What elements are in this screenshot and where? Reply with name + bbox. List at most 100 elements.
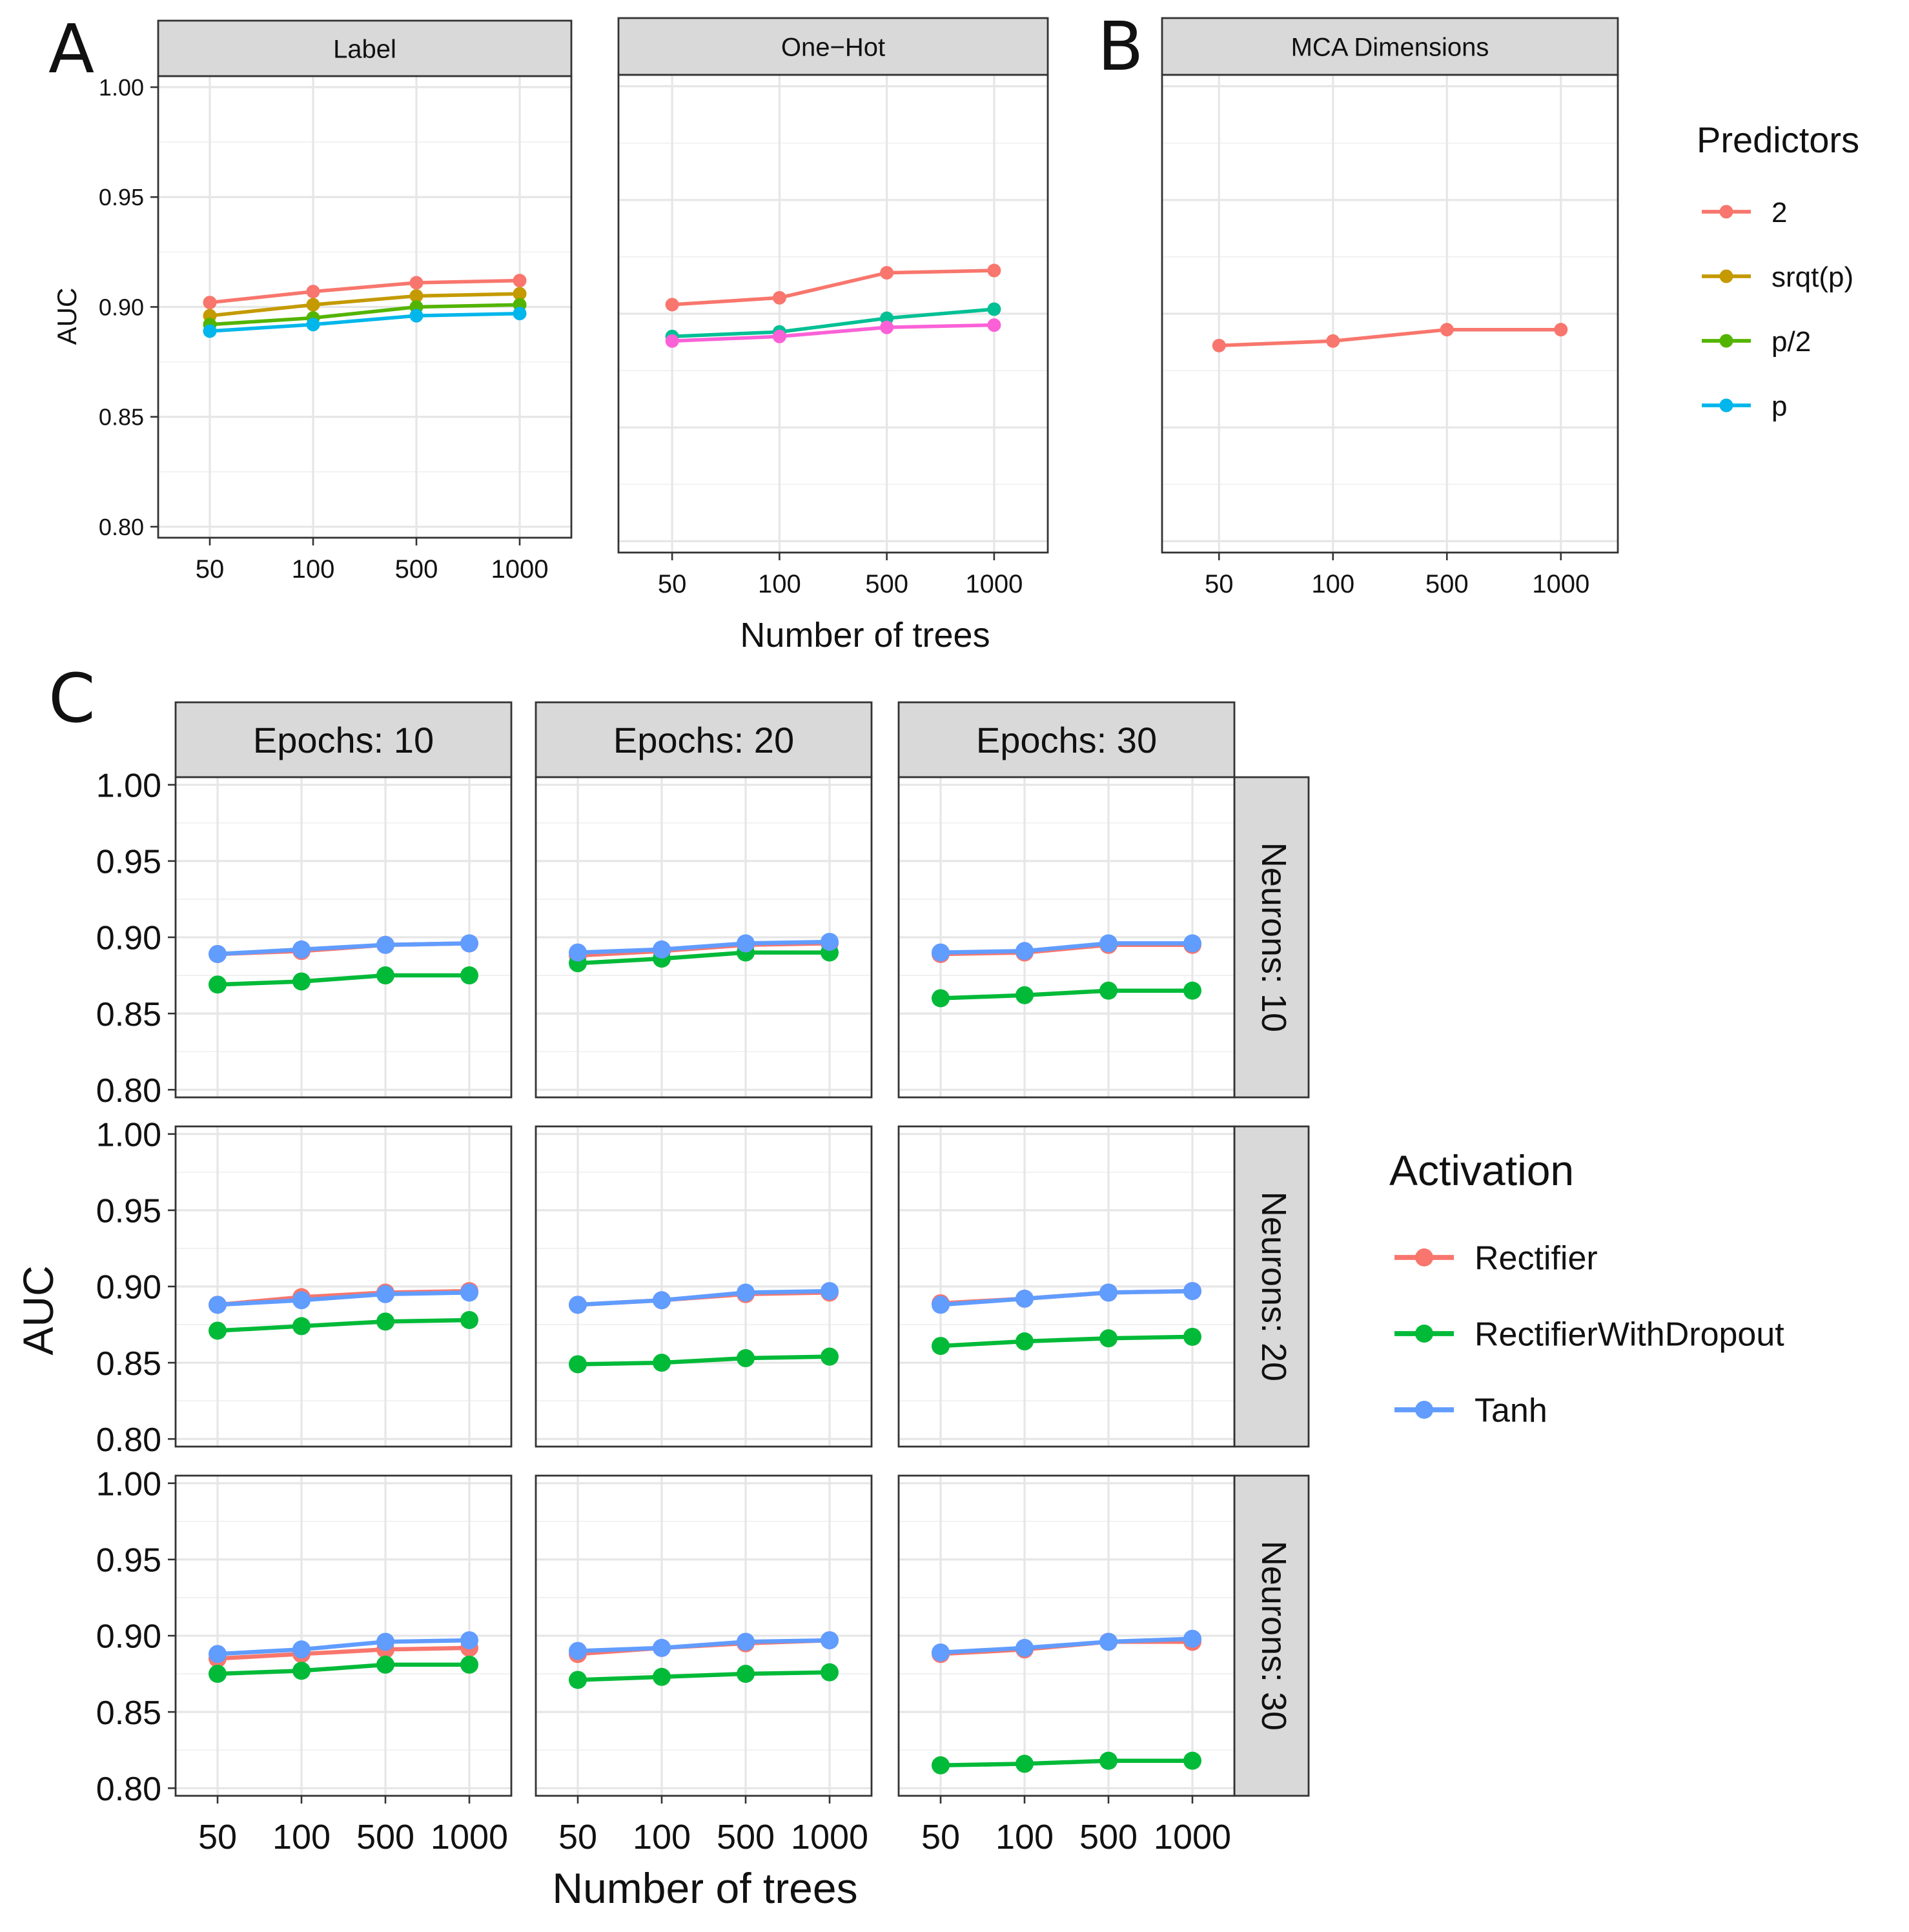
data-point-tanh-1000 <box>460 1283 478 1302</box>
series-line-tanh <box>940 1636 1193 1655</box>
data-point-rectifierwithdropout-500 <box>1099 1329 1118 1348</box>
x-tick-label: 100 <box>272 1818 331 1856</box>
data-point-tanh-100 <box>1016 1289 1034 1308</box>
series-line-rectifierwithdropout <box>217 1662 469 1676</box>
data-point-tanh-50 <box>209 944 227 963</box>
facet-panel-r0-c1 <box>535 776 873 1099</box>
data-point-tanh-100 <box>653 1291 671 1310</box>
data-point-tanh-1000 <box>460 1631 478 1650</box>
series-line-tanh <box>217 941 470 957</box>
data-point-tanh-100 <box>292 1640 311 1659</box>
strip-mca-dimensions: MCA Dimensions <box>1161 17 1619 76</box>
x-tick-label: 500 <box>356 1818 414 1856</box>
legend-key-point <box>1719 205 1733 219</box>
x-tick-label: 50 <box>558 1818 597 1856</box>
panel-letter-b: B <box>1097 7 1143 86</box>
data-point-2-1000 <box>1554 323 1568 337</box>
strip-label: Label <box>333 35 396 63</box>
strip-col-epochs-10: Epochs: 10 <box>174 701 513 778</box>
data-point-rectifierwithdropout-500 <box>1099 1751 1118 1770</box>
data-point-tanh-500 <box>737 934 755 953</box>
legend-label: RectifierWithDropout <box>1475 1316 1784 1354</box>
data-point-2-1000 <box>513 274 527 288</box>
y-axis-title-top: AUC <box>52 288 82 345</box>
data-point-srqt-p-1000 <box>513 287 527 301</box>
panel-frame <box>897 1125 1236 1448</box>
series-line-magenta <box>671 323 994 343</box>
strip-row-neurons-10: Neurons: 10 <box>1233 776 1310 1099</box>
legend-item-tanh: Tanh <box>1394 1392 1547 1430</box>
facet-panel-r0-c2 <box>897 776 1236 1099</box>
strip-row-neurons-20: Neurons: 20 <box>1233 1125 1310 1448</box>
data-point-p-1000 <box>513 307 527 321</box>
y-tick-label: 1.00 <box>99 74 144 101</box>
strip-background <box>157 19 573 77</box>
x-tick-label: 1000 <box>965 570 1023 598</box>
y-tick-label: 0.90 <box>99 294 144 320</box>
x-tick-label: 50 <box>198 1818 237 1856</box>
data-point-teal-1000 <box>987 302 1001 316</box>
data-point-magenta-1000 <box>987 318 1001 332</box>
y-tick-label: 0.95 <box>96 1193 161 1230</box>
legend-key-point <box>1719 269 1733 283</box>
data-point-p-500 <box>409 309 424 323</box>
panel-letter-c: C <box>48 659 96 738</box>
x-tick-label: 100 <box>633 1818 691 1856</box>
series-line-2 <box>671 269 994 307</box>
y-tick-label: 0.95 <box>96 844 161 881</box>
data-point-tanh-100 <box>292 1291 311 1310</box>
panel-frame <box>535 776 873 1099</box>
series-line-tanh <box>217 1638 470 1656</box>
strip-label: Neurons: 10 <box>1254 842 1293 1032</box>
strip-background <box>174 701 513 778</box>
facet-panel-r2-c0: 0.80 0.85 0.90 0.95 1.00 50 100 500 1000 <box>96 1466 513 1856</box>
data-point-tanh-500 <box>737 1283 755 1302</box>
data-point-rectifierwithdropout-100 <box>653 1354 671 1372</box>
chart-panel-mca-dimensions: MCA Dimensions 50 100 500 1000 B <box>1097 7 1619 598</box>
x-tick-label: 50 <box>921 1818 960 1856</box>
x-tick-label: 50 <box>1205 570 1234 598</box>
y-axis-title-c: AUC <box>14 1265 62 1355</box>
y-tick-label: 0.90 <box>96 920 161 957</box>
data-point-magenta-500 <box>880 320 894 334</box>
data-point-rectifierwithdropout-500 <box>737 1349 755 1368</box>
series-line-rectifierwithdropout <box>217 1317 470 1333</box>
y-tick-label: 0.85 <box>96 1694 161 1732</box>
data-point-rectifierwithdropout-1000 <box>1183 981 1201 1000</box>
strip-label: Epochs: 10 <box>253 720 434 760</box>
x-tick-label: 1000 <box>431 1818 508 1856</box>
data-point-rectifierwithdropout-1000 <box>460 1655 478 1674</box>
panel-frame <box>897 776 1236 1099</box>
data-point-2-50 <box>1212 338 1226 352</box>
data-point-rectifierwithdropout-100 <box>653 1667 671 1686</box>
facet-panel-r1-c2 <box>897 1125 1236 1448</box>
data-point-rectifierwithdropout-1000 <box>1183 1751 1201 1770</box>
data-point-rectifierwithdropout-100 <box>1016 1332 1034 1351</box>
legend-key-point <box>1719 334 1733 348</box>
strip-row-neurons-30: Neurons: 30 <box>1233 1474 1310 1797</box>
facet-panel-r0-c0: 0.80 0.85 0.90 0.95 1.00 <box>96 768 513 1110</box>
data-point-tanh-500 <box>376 1632 394 1651</box>
y-tick-label: 0.80 <box>96 1421 161 1459</box>
x-tick-label: 1000 <box>1154 1818 1231 1856</box>
data-point-tanh-1000 <box>1183 1629 1201 1648</box>
legend-label: Rectifier <box>1475 1240 1598 1277</box>
series-line-tanh <box>940 1288 1193 1307</box>
plot-area: 0.80 0.85 0.90 0.95 1.00 50 100 500 1000 <box>99 74 573 584</box>
series-line-rectifier <box>217 1645 470 1661</box>
legend-item-2: 2 <box>1702 197 1787 229</box>
panel-frame <box>535 1125 873 1448</box>
data-point-rectifierwithdropout-50 <box>209 1665 227 1683</box>
legend-item-srqt-p: srqt(p) <box>1702 261 1853 293</box>
legend-label: p <box>1771 391 1787 422</box>
x-tick-label: 100 <box>758 570 801 598</box>
chart-panel-one-hot: One−Hot 50 100 500 1000 <box>617 17 1049 598</box>
x-tick-label: 500 <box>717 1818 775 1856</box>
x-tick-label: 100 <box>1311 570 1354 598</box>
data-point-magenta-50 <box>665 334 679 348</box>
data-point-rectifierwithdropout-500 <box>1099 981 1118 1000</box>
data-point-tanh-500 <box>1099 1632 1118 1651</box>
y-tick-label: 0.80 <box>96 1771 161 1808</box>
strip-background <box>897 701 1236 778</box>
